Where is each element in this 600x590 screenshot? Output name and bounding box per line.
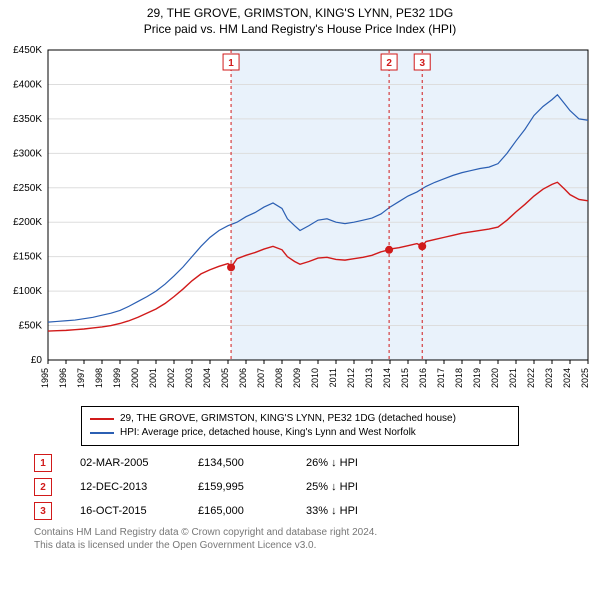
marker-delta: 26% ↓ HPI xyxy=(306,457,386,469)
marker-delta: 33% ↓ HPI xyxy=(306,505,386,517)
svg-text:2017: 2017 xyxy=(436,368,446,388)
svg-text:2007: 2007 xyxy=(256,368,266,388)
svg-text:2012: 2012 xyxy=(346,368,356,388)
svg-text:2001: 2001 xyxy=(148,368,158,388)
svg-text:1997: 1997 xyxy=(76,368,86,388)
legend: 29, THE GROVE, GRIMSTON, KING'S LYNN, PE… xyxy=(81,406,519,446)
svg-text:2015: 2015 xyxy=(400,368,410,388)
svg-text:2003: 2003 xyxy=(184,368,194,388)
legend-item-hpi: HPI: Average price, detached house, King… xyxy=(90,426,510,440)
svg-text:2024: 2024 xyxy=(562,368,572,388)
svg-text:2022: 2022 xyxy=(526,368,536,388)
svg-text:£400K: £400K xyxy=(13,79,42,90)
svg-text:2020: 2020 xyxy=(490,368,500,388)
marker-badge: 3 xyxy=(34,502,52,520)
svg-text:2004: 2004 xyxy=(202,368,212,388)
svg-text:£350K: £350K xyxy=(13,114,42,125)
marker-row: 2 12-DEC-2013 £159,995 25% ↓ HPI xyxy=(34,478,600,496)
svg-text:2025: 2025 xyxy=(580,368,590,388)
svg-text:2005: 2005 xyxy=(220,368,230,388)
svg-text:2010: 2010 xyxy=(310,368,320,388)
marker-row: 1 02-MAR-2005 £134,500 26% ↓ HPI xyxy=(34,454,600,472)
svg-text:2016: 2016 xyxy=(418,368,428,388)
marker-date: 16-OCT-2015 xyxy=(80,505,170,517)
svg-text:2006: 2006 xyxy=(238,368,248,388)
marker-row: 3 16-OCT-2015 £165,000 33% ↓ HPI xyxy=(34,502,600,520)
footnote-line-1: Contains HM Land Registry data © Crown c… xyxy=(34,526,600,539)
svg-text:3: 3 xyxy=(419,58,425,69)
legend-text-paid: 29, THE GROVE, GRIMSTON, KING'S LYNN, PE… xyxy=(120,412,456,426)
marker-badge: 1 xyxy=(34,454,52,472)
svg-text:1996: 1996 xyxy=(58,368,68,388)
legend-item-paid: 29, THE GROVE, GRIMSTON, KING'S LYNN, PE… xyxy=(90,412,510,426)
svg-text:£300K: £300K xyxy=(13,148,42,159)
svg-text:2000: 2000 xyxy=(130,368,140,388)
svg-text:£450K: £450K xyxy=(13,45,42,56)
svg-text:£200K: £200K xyxy=(13,217,42,228)
svg-text:2013: 2013 xyxy=(364,368,374,388)
svg-text:1998: 1998 xyxy=(94,368,104,388)
title-line-1: 29, THE GROVE, GRIMSTON, KING'S LYNN, PE… xyxy=(0,6,600,20)
chart-svg: £0 £50K £100K £150K £200K £250K £300K £350K £400… xyxy=(0,40,600,400)
footnote: Contains HM Land Registry data © Crown c… xyxy=(34,526,600,560)
svg-text:1: 1 xyxy=(228,58,234,69)
svg-text:1999: 1999 xyxy=(112,368,122,388)
svg-text:1995: 1995 xyxy=(40,368,50,388)
marker-badge: 2 xyxy=(34,478,52,496)
title-line-2: Price paid vs. HM Land Registry's House … xyxy=(0,22,600,36)
legend-swatch-paid xyxy=(90,418,114,420)
chart-area: £0 £50K £100K £150K £200K £250K £300K £350K £400… xyxy=(0,40,600,400)
svg-text:2: 2 xyxy=(386,58,392,69)
svg-text:2019: 2019 xyxy=(472,368,482,388)
svg-text:2011: 2011 xyxy=(328,368,338,387)
svg-text:2014: 2014 xyxy=(382,368,392,388)
footnote-line-2: This data is licensed under the Open Gov… xyxy=(34,539,600,552)
svg-text:£0: £0 xyxy=(31,355,43,366)
svg-text:£100K: £100K xyxy=(13,286,42,297)
marker-price: £134,500 xyxy=(198,457,278,469)
svg-text:2002: 2002 xyxy=(166,368,176,388)
marker-price: £165,000 xyxy=(198,505,278,517)
marker-price: £159,995 xyxy=(198,481,278,493)
svg-text:2023: 2023 xyxy=(544,368,554,388)
svg-text:£250K: £250K xyxy=(13,183,42,194)
svg-text:£150K: £150K xyxy=(13,252,42,263)
legend-text-hpi: HPI: Average price, detached house, King… xyxy=(120,426,416,440)
marker-date: 02-MAR-2005 xyxy=(80,457,170,469)
title-block: 29, THE GROVE, GRIMSTON, KING'S LYNN, PE… xyxy=(0,0,600,40)
figure: 29, THE GROVE, GRIMSTON, KING'S LYNN, PE… xyxy=(0,0,600,560)
svg-text:2008: 2008 xyxy=(274,368,284,388)
marker-delta: 25% ↓ HPI xyxy=(306,481,386,493)
svg-text:£50K: £50K xyxy=(19,321,43,332)
svg-text:2018: 2018 xyxy=(454,368,464,388)
svg-text:2009: 2009 xyxy=(292,368,302,388)
marker-table: 1 02-MAR-2005 £134,500 26% ↓ HPI 2 12-DE… xyxy=(34,454,600,520)
marker-date: 12-DEC-2013 xyxy=(80,481,170,493)
legend-swatch-hpi xyxy=(90,432,114,434)
svg-text:2021: 2021 xyxy=(508,368,518,388)
